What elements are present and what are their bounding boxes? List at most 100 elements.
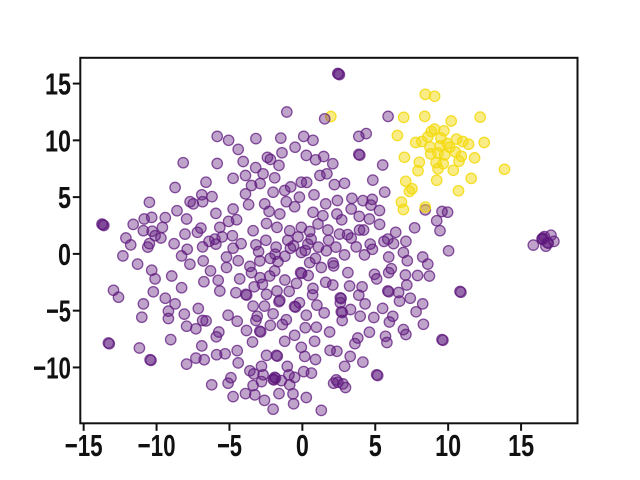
scatter-point xyxy=(383,316,396,328)
scatter-point xyxy=(411,269,424,282)
scatter-point xyxy=(435,132,447,144)
scatter-point xyxy=(231,344,244,357)
scatter-point xyxy=(239,169,252,182)
x-tick-label: 5 xyxy=(369,428,382,463)
scatter-point xyxy=(404,292,417,305)
scatter-point xyxy=(353,210,366,223)
scatter-point xyxy=(192,302,205,315)
scatter-point xyxy=(222,134,235,147)
scatter-point xyxy=(165,270,178,282)
scatter-point xyxy=(288,371,301,384)
scatter-point xyxy=(260,288,273,301)
scatter-point xyxy=(254,177,266,190)
scatter-point xyxy=(206,190,218,203)
scatter-point xyxy=(239,387,252,400)
scatter-point xyxy=(247,300,259,312)
scatter-point xyxy=(210,348,223,361)
scatter-point xyxy=(366,174,379,186)
scatter-point xyxy=(317,150,330,163)
scatter-point xyxy=(371,369,384,382)
x-tick-label: 0 xyxy=(296,428,309,463)
scatter-point xyxy=(353,149,366,161)
scatter-point xyxy=(203,235,215,248)
scatter-point xyxy=(408,221,421,234)
scatter-point xyxy=(293,296,306,309)
scatter-point xyxy=(159,292,172,305)
scatter-point xyxy=(284,181,297,193)
scatter-point xyxy=(465,172,478,185)
scatter-point xyxy=(346,192,358,205)
scatter-point xyxy=(300,176,313,189)
scatter-point xyxy=(309,353,322,366)
x-tick-label: −10 xyxy=(138,428,176,463)
scatter-point xyxy=(184,195,196,208)
scatter-point xyxy=(260,349,273,362)
scatter-point xyxy=(96,218,108,230)
plot-frame xyxy=(79,56,579,425)
scatter-point xyxy=(363,326,376,339)
scatter-point xyxy=(261,151,274,164)
scatter-point xyxy=(280,313,293,326)
scatter-point xyxy=(456,135,469,148)
scatter-point xyxy=(306,288,319,301)
scatter-point xyxy=(312,241,325,253)
scatter-point xyxy=(335,213,348,226)
scatter-point xyxy=(397,203,410,216)
scatter-point xyxy=(310,321,323,334)
scatter-point xyxy=(441,206,454,219)
scatter-point xyxy=(244,260,256,273)
y-tick-label: 5 xyxy=(58,180,71,215)
scatter-point xyxy=(317,209,329,222)
scatter-point xyxy=(149,273,161,285)
scatter-point xyxy=(442,244,455,257)
scatter-point xyxy=(271,350,284,362)
scatter-point xyxy=(253,255,266,267)
scatter-point xyxy=(300,309,313,322)
scatter-point xyxy=(331,194,344,207)
scatter-point xyxy=(260,234,272,247)
scatter-point xyxy=(356,280,368,293)
scatter-point xyxy=(357,224,370,236)
scatter-point xyxy=(222,377,234,390)
x-tick-label: 15 xyxy=(508,428,534,463)
scatter-point xyxy=(430,214,443,227)
axes-layer: −15 −10 −5 0 5 10 15 15 10 5 0 −5 −10 xyxy=(33,56,579,463)
scatter-point xyxy=(326,279,339,291)
scatter-point xyxy=(412,164,424,177)
scatter-point xyxy=(323,326,336,338)
scatter-point xyxy=(399,269,412,281)
scatter-point xyxy=(260,217,273,230)
y-tick-label: 15 xyxy=(45,67,71,102)
scatter-point xyxy=(219,347,231,360)
scatter-point xyxy=(289,141,301,154)
scatter-point xyxy=(344,303,357,316)
scatter-point xyxy=(363,213,376,225)
scatter-point xyxy=(344,350,357,363)
scatter-point xyxy=(299,321,312,334)
scatter-point xyxy=(281,360,294,373)
scatter-point xyxy=(263,205,275,218)
scatter-point xyxy=(227,390,239,403)
scatter-point xyxy=(300,391,313,404)
scatter-point xyxy=(145,354,157,367)
scatter-point xyxy=(197,255,210,267)
scatter-point xyxy=(279,250,291,263)
scatter-point xyxy=(400,328,412,341)
scatter-point xyxy=(336,314,349,327)
scatter-point xyxy=(386,310,399,323)
scatter-point xyxy=(249,161,262,174)
scatter-point xyxy=(290,277,303,290)
scatter-point xyxy=(315,261,328,274)
scatter-point xyxy=(251,310,264,323)
scatter-point xyxy=(419,201,432,213)
scatter-point xyxy=(300,149,313,162)
scatter-point xyxy=(227,172,239,185)
scatter-point xyxy=(322,224,334,236)
scatter-point xyxy=(211,157,224,170)
scatter-point xyxy=(226,229,239,242)
scatter-point xyxy=(382,285,395,298)
scatter-point xyxy=(220,261,233,274)
scatter-point xyxy=(293,191,306,203)
scatter-point xyxy=(164,333,177,346)
scatter-point xyxy=(447,164,460,177)
